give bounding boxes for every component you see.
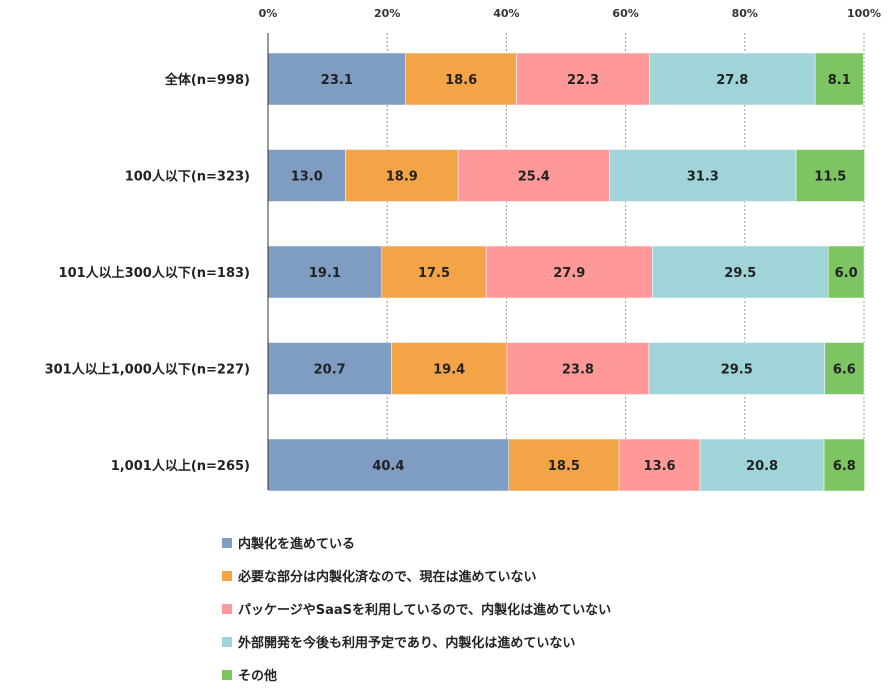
legend-swatch [222, 570, 232, 581]
legend-item: パッケージやSaaSを利用しているので、内製化は進めていない [222, 592, 862, 625]
bar-segment [823, 438, 865, 492]
bar-segment [652, 245, 829, 299]
bar-segment [267, 149, 346, 202]
legend-swatch [222, 636, 232, 647]
bar-segment [814, 52, 864, 106]
legend-swatch [222, 537, 232, 548]
data-label: 23.8 [562, 363, 594, 378]
bar-segment [827, 245, 865, 299]
bar-segment [609, 149, 797, 202]
data-label: 27.8 [716, 73, 748, 88]
category-label: 301人以上1,000人以下(n=227) [45, 362, 250, 378]
data-label: 13.0 [291, 170, 323, 185]
data-label: 20.7 [314, 363, 346, 378]
bar-segment [649, 52, 816, 106]
category-labels: 全体(n=998) 100人以下(n=323) 101人以上300人以下(n=183… [45, 72, 250, 474]
legend-label: パッケージやSaaSを利用しているので、内製化は進めていない [238, 603, 612, 618]
bar-segment [699, 438, 825, 492]
legend-label: 外部開発を今後も利用予定であり、内製化は進めていない [238, 636, 576, 651]
data-label: 19.4 [433, 363, 465, 378]
legend-item: 内製化を進めている [222, 526, 862, 559]
bar-segment [457, 149, 610, 202]
data-label: 27.9 [553, 266, 585, 281]
x-tick-label: 20% [374, 7, 400, 20]
data-label: 6.0 [835, 266, 858, 281]
category-label: 1,001人以上(n=265) [111, 458, 250, 474]
legend-label: その他 [238, 669, 278, 684]
legend-item: 必要な部分は内製化済なので、現在は進めていない [222, 559, 862, 592]
category-label: 全体(n=998) [164, 72, 250, 88]
x-tick-label: 60% [612, 7, 638, 20]
category-label: 101人以上300人以下(n=183) [59, 265, 250, 281]
data-label: 22.3 [567, 73, 599, 88]
bar-segment [345, 149, 459, 202]
x-tick-label: 40% [493, 7, 519, 20]
legend-item: 外部開発を今後も利用予定であり、内製化は進めていない [222, 625, 862, 658]
legend-swatch [222, 603, 232, 614]
bar-segment [795, 149, 865, 202]
bar-segment [267, 245, 383, 299]
bar-segment [506, 342, 650, 395]
data-label: 20.8 [746, 459, 778, 474]
data-label: 25.4 [518, 170, 550, 185]
data-label: 40.4 [372, 459, 404, 474]
bar-segment [485, 245, 653, 299]
data-label: 23.1 [321, 73, 353, 88]
data-label: 18.6 [445, 73, 477, 88]
data-label: 29.5 [724, 266, 756, 281]
data-label: 31.3 [687, 170, 719, 185]
legend-label: 内製化を進めている [238, 537, 356, 552]
bar-segment [267, 342, 392, 395]
bar-segment [618, 438, 701, 492]
x-tick-label: 0% [259, 7, 278, 20]
legend-swatch [222, 669, 232, 680]
category-label: 100人以下(n=323) [125, 169, 250, 185]
data-label: 13.6 [644, 459, 676, 474]
legend-item: その他 [222, 658, 862, 691]
data-label: 19.1 [309, 266, 341, 281]
bar-segment [824, 342, 865, 395]
data-label: 18.9 [386, 170, 418, 185]
data-label: 8.1 [828, 73, 851, 88]
legend: 内製化を進めている必要な部分は内製化済なので、現在は進めていないパッケージやSa… [222, 526, 862, 691]
bar-segment [648, 342, 825, 395]
bar-segment [508, 438, 620, 492]
bar-segment [381, 245, 487, 299]
bar-segment [267, 52, 406, 106]
bars: 23.1 18.6 22.3 27.8 8.1 13.0 18.9 25.4 31.3 11.5 1… [267, 52, 865, 492]
x-tick-label: 100% [847, 7, 881, 20]
data-label: 11.5 [814, 170, 846, 185]
x-tick-label: 80% [732, 7, 758, 20]
legend-label: 必要な部分は内製化済なので、現在は進めていない [238, 570, 537, 585]
bar-segment [391, 342, 508, 395]
data-label: 6.6 [833, 363, 856, 378]
data-label: 18.5 [548, 459, 580, 474]
data-label: 17.5 [418, 266, 450, 281]
data-label: 29.5 [721, 363, 753, 378]
data-label: 6.8 [833, 459, 856, 474]
x-tick-labels: 0% 20% 40% 60% 80% 100% [259, 7, 881, 20]
